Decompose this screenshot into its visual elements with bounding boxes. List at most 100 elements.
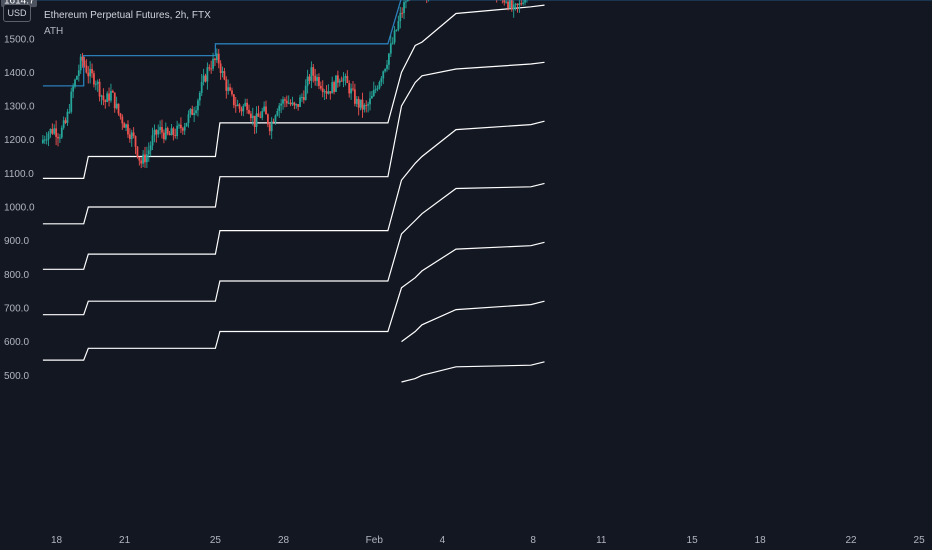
indicator-name[interactable]: ATH: [44, 26, 64, 37]
candle[interactable]: [123, 121, 126, 128]
candle[interactable]: [257, 105, 260, 117]
candle[interactable]: [403, 0, 405, 20]
candle[interactable]: [197, 98, 199, 117]
candle[interactable]: [510, 0, 513, 12]
candle[interactable]: [94, 80, 97, 91]
candle[interactable]: [321, 80, 324, 98]
candle[interactable]: [189, 108, 192, 118]
candle[interactable]: [119, 112, 122, 120]
candle[interactable]: [70, 87, 73, 114]
candle[interactable]: [255, 106, 258, 134]
candle[interactable]: [361, 92, 364, 118]
candle[interactable]: [246, 98, 248, 114]
candle[interactable]: [215, 48, 218, 63]
candle[interactable]: [96, 79, 99, 92]
candle[interactable]: [378, 80, 381, 90]
candle[interactable]: [276, 108, 279, 117]
candle[interactable]: [128, 128, 131, 143]
candle[interactable]: [327, 84, 330, 95]
candle[interactable]: [125, 123, 127, 132]
candle[interactable]: [399, 6, 402, 29]
candle[interactable]: [115, 96, 118, 110]
candle[interactable]: [74, 78, 76, 89]
candle[interactable]: [319, 81, 322, 91]
candle[interactable]: [248, 104, 250, 115]
candle[interactable]: [297, 104, 300, 111]
candle[interactable]: [159, 120, 162, 135]
candle[interactable]: [147, 142, 150, 162]
candle[interactable]: [306, 69, 309, 94]
candle[interactable]: [350, 83, 352, 100]
candle[interactable]: [142, 150, 144, 168]
candle[interactable]: [325, 85, 328, 100]
candle[interactable]: [60, 125, 63, 139]
candle[interactable]: [240, 106, 243, 116]
candle[interactable]: [516, 3, 519, 13]
candle[interactable]: [45, 132, 48, 145]
candle[interactable]: [91, 63, 93, 78]
currency-toggle-button[interactable]: USD: [3, 4, 31, 22]
candle[interactable]: [121, 114, 124, 130]
candle[interactable]: [58, 134, 61, 143]
candle[interactable]: [64, 117, 67, 125]
candle[interactable]: [249, 111, 252, 122]
candle[interactable]: [193, 106, 196, 123]
candle[interactable]: [117, 103, 120, 116]
candle[interactable]: [79, 53, 82, 74]
candle[interactable]: [272, 118, 275, 123]
candle[interactable]: [102, 88, 105, 106]
candle[interactable]: [47, 131, 50, 147]
candle[interactable]: [111, 89, 114, 93]
candle[interactable]: [187, 110, 190, 128]
candle[interactable]: [174, 128, 177, 139]
candlestick-series[interactable]: [41, 0, 545, 169]
candle[interactable]: [104, 99, 107, 109]
candle[interactable]: [270, 117, 273, 140]
candle[interactable]: [395, 29, 398, 32]
candle[interactable]: [198, 90, 201, 106]
candle[interactable]: [68, 103, 71, 114]
candle[interactable]: [329, 91, 332, 100]
candle[interactable]: [41, 134, 44, 145]
candle[interactable]: [185, 122, 188, 127]
candle[interactable]: [227, 79, 230, 95]
candle[interactable]: [181, 126, 184, 135]
candle[interactable]: [336, 70, 339, 88]
candle[interactable]: [76, 75, 78, 81]
candle[interactable]: [503, 0, 506, 6]
candle[interactable]: [293, 101, 296, 110]
candle[interactable]: [251, 107, 254, 126]
candle[interactable]: [89, 61, 92, 84]
candle[interactable]: [242, 104, 245, 117]
candle[interactable]: [308, 74, 311, 85]
candle[interactable]: [522, 0, 525, 6]
candle[interactable]: [266, 113, 269, 128]
candle[interactable]: [391, 37, 394, 45]
candle[interactable]: [386, 59, 388, 72]
candle[interactable]: [312, 63, 315, 83]
candle[interactable]: [278, 102, 281, 118]
candle[interactable]: [236, 99, 239, 107]
candle[interactable]: [219, 60, 222, 80]
price-axis[interactable]: 500.0 600.0 700.0 800.0 900.0 1000.0 1100.0 120…: [4, 0, 35, 382]
candle[interactable]: [280, 99, 283, 114]
candle[interactable]: [265, 100, 267, 115]
candle[interactable]: [370, 91, 373, 99]
candle[interactable]: [369, 91, 371, 111]
candle[interactable]: [77, 64, 80, 82]
candle[interactable]: [191, 105, 194, 116]
candle[interactable]: [225, 76, 228, 99]
candle[interactable]: [348, 80, 351, 98]
candle[interactable]: [140, 157, 143, 169]
candle[interactable]: [180, 117, 182, 134]
candle[interactable]: [210, 60, 213, 74]
candle[interactable]: [287, 95, 290, 105]
candle[interactable]: [331, 76, 334, 94]
candle[interactable]: [100, 94, 103, 105]
candle[interactable]: [176, 120, 179, 140]
candle[interactable]: [261, 107, 264, 121]
candle[interactable]: [172, 126, 175, 141]
candle[interactable]: [291, 96, 294, 106]
candle[interactable]: [132, 127, 135, 139]
candle[interactable]: [388, 52, 390, 70]
